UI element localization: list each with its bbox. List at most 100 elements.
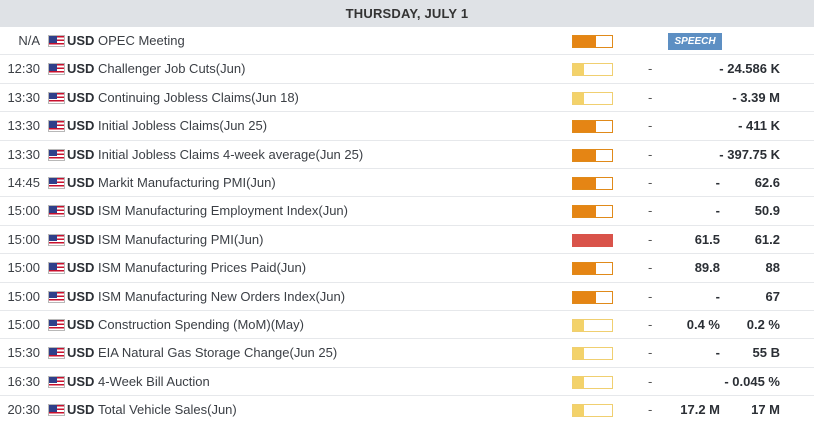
event-name[interactable]: Markit Manufacturing PMI(Jun) xyxy=(98,174,276,190)
event-actual: - xyxy=(648,345,653,361)
event-time: 16:30 xyxy=(7,373,40,389)
event-row[interactable]: N/A USD OPEC Meeting SPEECH xyxy=(0,27,814,56)
event-name[interactable]: 4-Week Bill Auction xyxy=(98,373,210,389)
event-actual: - xyxy=(648,231,653,247)
event-forecast: - xyxy=(715,203,720,219)
event-forecast: - xyxy=(715,174,720,190)
impact-indicator xyxy=(572,120,613,134)
event-row[interactable]: 13:30 USD Initial Jobless Claims(Jun 25) - -… xyxy=(0,112,814,141)
event-row[interactable]: 15:00 USD Construction Spending (MoM)(May)… xyxy=(0,311,814,340)
event-currency: USD xyxy=(67,33,95,48)
event-row[interactable]: 12:30 USD Challenger Job Cuts(Jun) - - 24.58… xyxy=(0,55,814,84)
event-currency: USD xyxy=(67,174,95,190)
event-time: 20:30 xyxy=(7,402,40,418)
us-flag-icon xyxy=(48,404,65,417)
impact-fill xyxy=(573,149,597,161)
us-flag-icon xyxy=(48,120,65,133)
impact-indicator xyxy=(572,290,613,304)
event-currency: USD xyxy=(67,316,95,332)
event-name[interactable]: EIA Natural Gas Storage Change(Jun 25) xyxy=(98,345,338,361)
event-row[interactable]: 15:00 USD ISM Manufacturing Employment Ind… xyxy=(0,197,814,226)
event-currency: USD xyxy=(67,373,95,389)
us-flag-icon xyxy=(48,375,65,388)
impact-fill xyxy=(573,405,584,417)
event-previous: 0.2 % xyxy=(746,316,780,332)
impact-fill xyxy=(573,36,597,47)
event-currency: USD xyxy=(67,288,95,304)
event-forecast: 61.5 xyxy=(694,231,720,247)
event-row[interactable]: 13:30 USD Continuing Jobless Claims(Jun 18… xyxy=(0,84,814,113)
impact-fill xyxy=(573,348,584,360)
event-name[interactable]: Initial Jobless Claims 4-week average(Ju… xyxy=(98,146,364,162)
flag-canton xyxy=(49,149,57,157)
event-name[interactable]: Construction Spending (MoM)(May) xyxy=(98,316,304,332)
event-row[interactable]: 15:30 USD EIA Natural Gas Storage Change(J… xyxy=(0,339,814,368)
flag-canton xyxy=(49,36,57,43)
event-name[interactable]: Initial Jobless Claims(Jun 25) xyxy=(98,118,268,134)
impact-fill xyxy=(573,121,597,133)
event-name[interactable]: ISM Manufacturing New Orders Index(Jun) xyxy=(98,288,346,304)
event-time: 13:30 xyxy=(7,118,40,134)
impact-fill xyxy=(573,263,597,275)
event-currency: USD xyxy=(67,203,95,219)
event-time: 15:00 xyxy=(7,316,40,332)
us-flag-icon xyxy=(48,91,65,104)
impact-indicator xyxy=(572,63,613,77)
impact-indicator xyxy=(572,35,613,48)
event-currency: USD xyxy=(67,231,95,247)
event-actual: - xyxy=(648,288,653,304)
event-previous: 62.6 xyxy=(754,174,780,190)
event-name[interactable]: ISM Manufacturing PMI(Jun) xyxy=(98,231,264,247)
event-row[interactable]: 14:45 USD Markit Manufacturing PMI(Jun) - - 6… xyxy=(0,169,814,198)
event-currency: USD xyxy=(67,146,95,162)
event-row[interactable]: 15:00 USD ISM Manufacturing New Orders Ind… xyxy=(0,283,814,311)
event-list: N/A USD OPEC Meeting SPEECH 12:30 USD Challeng… xyxy=(0,27,814,421)
us-flag-icon xyxy=(48,148,65,161)
impact-indicator xyxy=(572,347,613,361)
event-name[interactable]: Continuing Jobless Claims(Jun 18) xyxy=(98,89,299,105)
event-previous: 88 xyxy=(765,260,780,276)
us-flag-icon xyxy=(48,262,65,275)
event-previous: - 0.045 % xyxy=(724,373,780,389)
event-time: 14:45 xyxy=(7,174,40,190)
flag-canton xyxy=(49,319,57,327)
event-previous: - 3.39 M xyxy=(732,89,780,105)
event-actual: - xyxy=(648,89,653,105)
flag-canton xyxy=(49,177,57,185)
flag-canton xyxy=(49,92,57,100)
event-actual: - xyxy=(648,61,653,77)
impact-fill xyxy=(573,234,612,246)
event-previous: 55 B xyxy=(752,345,780,361)
event-row[interactable]: 20:30 USD Total Vehicle Sales(Jun) - 17.2 M 1… xyxy=(0,396,814,421)
flag-canton xyxy=(49,405,57,412)
event-forecast: 89.8 xyxy=(694,260,720,276)
event-name[interactable]: ISM Manufacturing Prices Paid(Jun) xyxy=(98,260,307,276)
event-name[interactable]: Challenger Job Cuts(Jun) xyxy=(98,61,246,77)
flag-canton xyxy=(49,376,57,384)
us-flag-icon xyxy=(48,35,65,47)
impact-indicator xyxy=(572,262,613,276)
event-actual: - xyxy=(648,402,653,418)
event-currency: USD xyxy=(67,89,95,105)
impact-fill xyxy=(573,177,597,189)
us-flag-icon xyxy=(48,63,65,76)
event-name[interactable]: ISM Manufacturing Employment Index(Jun) xyxy=(98,203,348,219)
event-actual: - xyxy=(648,118,653,134)
flag-canton xyxy=(49,263,57,270)
event-previous: 17 M xyxy=(751,402,780,418)
event-row[interactable]: 15:00 USD ISM Manufacturing PMI(Jun) - 61.5 6… xyxy=(0,226,814,255)
us-flag-icon xyxy=(48,233,65,246)
impact-indicator xyxy=(572,318,613,332)
impact-fill xyxy=(573,376,584,388)
flag-canton xyxy=(49,348,57,355)
event-currency: USD xyxy=(67,402,95,418)
event-row[interactable]: 13:30 USD Initial Jobless Claims 4-week av… xyxy=(0,141,814,169)
event-row[interactable]: 15:00 USD ISM Manufacturing Prices Paid(Ju… xyxy=(0,254,814,283)
event-name[interactable]: OPEC Meeting xyxy=(98,33,185,48)
event-time: 15:00 xyxy=(7,288,40,304)
event-row[interactable]: 16:30 USD 4-Week Bill Auction - - 0.045 % xyxy=(0,368,814,397)
event-actual: - xyxy=(648,174,653,190)
impact-indicator xyxy=(572,404,613,418)
event-name[interactable]: Total Vehicle Sales(Jun) xyxy=(98,402,237,418)
